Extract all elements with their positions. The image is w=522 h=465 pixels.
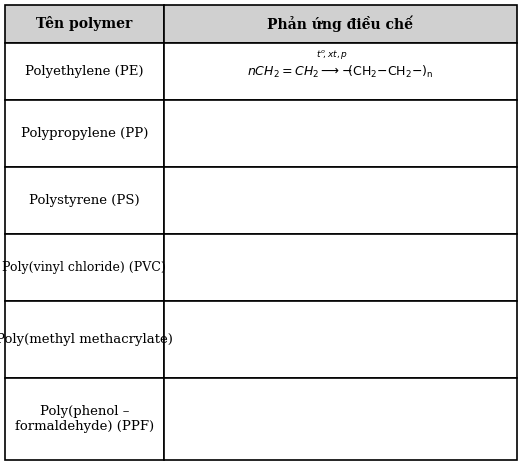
Text: Polyethylene (PE): Polyethylene (PE) xyxy=(25,65,144,78)
Text: Poly(vinyl chloride) (PVC): Poly(vinyl chloride) (PVC) xyxy=(3,261,166,274)
Text: Polypropylene (PP): Polypropylene (PP) xyxy=(21,127,148,140)
Bar xyxy=(164,234,517,301)
Text: $t^o\!,xt,p$: $t^o\!,xt,p$ xyxy=(316,48,349,61)
Text: Poly(methyl methacrylate): Poly(methyl methacrylate) xyxy=(0,333,173,346)
Bar xyxy=(164,167,517,234)
Bar xyxy=(5,5,164,43)
Text: Poly(phenol –
formaldehyde) (PPF): Poly(phenol – formaldehyde) (PPF) xyxy=(15,405,154,433)
Text: Phản ứng điều chế: Phản ứng điều chế xyxy=(267,16,413,32)
Bar xyxy=(5,301,164,378)
Bar xyxy=(164,5,517,43)
Bar xyxy=(5,378,164,460)
Text: $nCH_2{=}CH_2 \longrightarrow \mathsf{-\!\!(CH_2{-}CH_2{-)_n}}$: $nCH_2{=}CH_2 \longrightarrow \mathsf{-\… xyxy=(247,63,434,80)
Bar xyxy=(164,301,517,378)
Bar xyxy=(164,378,517,460)
Bar xyxy=(164,100,517,167)
Text: Tên polymer: Tên polymer xyxy=(36,16,133,32)
Bar xyxy=(164,43,517,100)
Bar xyxy=(5,43,164,100)
Bar xyxy=(5,167,164,234)
Bar xyxy=(5,100,164,167)
Bar xyxy=(5,234,164,301)
Text: Polystyrene (PS): Polystyrene (PS) xyxy=(29,194,140,207)
